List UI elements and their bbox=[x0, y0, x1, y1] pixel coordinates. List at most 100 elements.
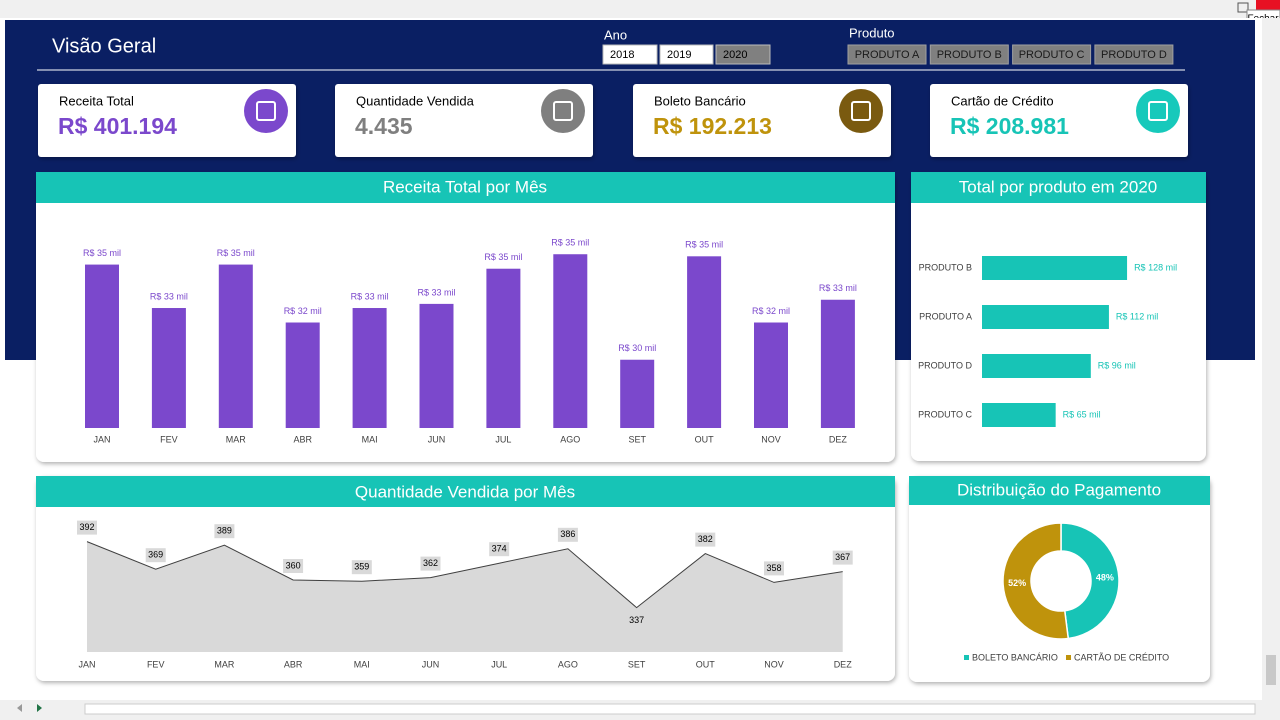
data-label-box bbox=[695, 532, 716, 547]
data-label: 52% bbox=[1008, 578, 1026, 588]
data-label: R$ 33 mil bbox=[150, 291, 188, 301]
bar bbox=[352, 308, 387, 428]
year-button[interactable] bbox=[659, 44, 714, 65]
tab-prev[interactable] bbox=[17, 704, 22, 712]
data-label: 382 bbox=[698, 534, 713, 544]
kpi-icon bbox=[839, 89, 883, 133]
chart-title: Total por produto em 2020 bbox=[959, 177, 1157, 196]
x-tick-label: JAN bbox=[93, 434, 110, 444]
x-tick-label: MAR bbox=[226, 434, 247, 444]
year-label: Ano bbox=[604, 27, 627, 42]
kpi-icon-glyph bbox=[256, 101, 276, 121]
x-tick-label: JUN bbox=[428, 434, 446, 444]
data-label-box bbox=[77, 520, 97, 535]
kpi-icon bbox=[1136, 89, 1180, 133]
bar bbox=[982, 403, 1056, 427]
legend-swatch bbox=[964, 655, 969, 660]
card-header bbox=[36, 172, 895, 203]
scroll-thumb[interactable] bbox=[1266, 655, 1276, 685]
data-label: 358 bbox=[766, 563, 781, 573]
kpi-card bbox=[38, 84, 296, 157]
kpi-label: Boleto Bancário bbox=[654, 93, 746, 108]
page-title: Visão Geral bbox=[52, 35, 156, 57]
restore-button[interactable] bbox=[1237, 2, 1249, 13]
x-tick-label: FEV bbox=[160, 434, 178, 444]
product-button[interactable] bbox=[1094, 44, 1174, 65]
data-label: R$ 35 mil bbox=[83, 248, 121, 258]
data-label-box bbox=[764, 561, 784, 576]
close-button[interactable] bbox=[1256, 0, 1280, 12]
data-label: 374 bbox=[492, 544, 507, 554]
data-label: 386 bbox=[560, 529, 575, 539]
kpi-label: Receita Total bbox=[59, 93, 134, 108]
kpi-label: Quantidade Vendida bbox=[356, 93, 475, 108]
card-header bbox=[36, 476, 895, 507]
data-label-box bbox=[420, 556, 441, 571]
data-label: 337 bbox=[629, 615, 644, 625]
x-tick-label: JUL bbox=[491, 659, 507, 669]
x-tick-label: AGO bbox=[560, 434, 580, 444]
y-tick-label: PRODUTO A bbox=[919, 311, 972, 321]
data-label-box bbox=[626, 613, 647, 628]
year-button-label: 2019 bbox=[667, 49, 691, 61]
legend-label: CARTÃO DE CRÉDITO bbox=[1074, 652, 1169, 662]
data-label: R$ 35 mil bbox=[685, 240, 723, 250]
data-label: 389 bbox=[217, 526, 232, 536]
year-button-label: 2018 bbox=[610, 49, 634, 61]
data-label-box bbox=[283, 559, 304, 573]
kpi-icon-glyph bbox=[851, 101, 871, 121]
x-tick-label: JUL bbox=[495, 434, 511, 444]
card-header bbox=[911, 172, 1206, 203]
x-tick-label: ABR bbox=[284, 659, 303, 669]
kpi-icon bbox=[244, 89, 288, 133]
card bbox=[909, 476, 1210, 682]
product-label: Produto bbox=[849, 25, 895, 40]
kpi-card bbox=[930, 84, 1188, 157]
x-tick-label: NOV bbox=[764, 659, 784, 669]
kpi-icon-glyph bbox=[1148, 101, 1168, 121]
year-button[interactable] bbox=[715, 44, 771, 65]
product-button[interactable] bbox=[847, 44, 927, 65]
year-button[interactable] bbox=[602, 44, 658, 65]
bar bbox=[982, 354, 1091, 378]
chart-title: Quantidade Vendida por Mês bbox=[355, 482, 575, 501]
bar bbox=[754, 322, 788, 428]
data-label: R$ 33 mil bbox=[819, 283, 857, 293]
card-header bbox=[909, 476, 1210, 505]
product-button[interactable] bbox=[1012, 44, 1092, 65]
kpi-value: R$ 208.981 bbox=[950, 113, 1069, 139]
title-bar bbox=[0, 0, 1280, 18]
kpi-value: 4.435 bbox=[355, 113, 413, 139]
product-button-label: PRODUTO C bbox=[1019, 49, 1085, 61]
product-button[interactable] bbox=[929, 44, 1009, 65]
chart-title: Receita Total por Mês bbox=[383, 177, 547, 196]
x-tick-label: NOV bbox=[761, 434, 781, 444]
tab-next[interactable] bbox=[37, 704, 42, 712]
bar bbox=[982, 256, 1128, 280]
x-tick-label: OUT bbox=[696, 659, 716, 669]
data-label-box bbox=[557, 527, 578, 542]
x-tick-label: MAI bbox=[362, 434, 378, 444]
x-tick-label: FEV bbox=[147, 659, 165, 669]
kpi-icon bbox=[541, 89, 585, 133]
bar bbox=[419, 303, 454, 428]
x-tick-label: JUN bbox=[422, 659, 440, 669]
data-label: 392 bbox=[79, 522, 94, 532]
x-tick-label: SET bbox=[628, 434, 646, 444]
data-label: R$ 96 mil bbox=[1098, 360, 1136, 370]
data-label: 48% bbox=[1096, 573, 1114, 583]
line bbox=[86, 541, 843, 609]
data-label-box bbox=[351, 560, 372, 575]
scrollbar[interactable] bbox=[1262, 18, 1280, 700]
legend-label: BOLETO BANCÁRIO bbox=[972, 652, 1058, 662]
y-tick-label: PRODUTO B bbox=[919, 262, 972, 272]
h-scrollbar[interactable] bbox=[84, 703, 1256, 715]
data-label: 362 bbox=[423, 558, 438, 568]
y-tick-label: PRODUTO D bbox=[918, 360, 972, 370]
bar bbox=[687, 256, 722, 428]
product-button-label: PRODUTO D bbox=[1101, 49, 1167, 61]
year-button-label: 2020 bbox=[723, 49, 747, 61]
data-label-box bbox=[832, 550, 853, 565]
